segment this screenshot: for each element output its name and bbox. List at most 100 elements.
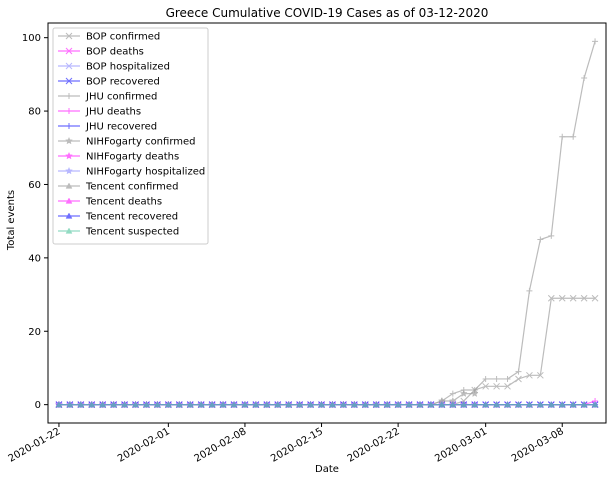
legend-marker xyxy=(65,32,73,40)
legend-label: NIHFogarty confirmed xyxy=(86,137,196,148)
legend-entry xyxy=(58,212,80,219)
data-point xyxy=(482,401,490,408)
legend-box xyxy=(52,27,209,245)
y-tick-label: 20 xyxy=(28,327,41,338)
data-point xyxy=(164,401,172,408)
legend-entry xyxy=(58,227,80,234)
data-point xyxy=(515,375,522,383)
data-point xyxy=(252,401,260,408)
data-point xyxy=(350,401,358,408)
data-point xyxy=(318,401,325,408)
data-point xyxy=(493,375,500,382)
data-point xyxy=(307,401,315,408)
data-point xyxy=(459,389,468,397)
data-point xyxy=(569,294,577,302)
data-point xyxy=(132,401,139,408)
data-point xyxy=(394,401,402,408)
y-tick-label: 0 xyxy=(35,400,41,411)
data-point xyxy=(449,401,457,408)
data-point xyxy=(77,401,85,408)
chart-title: Greece Cumulative COVID-19 Cases as of 0… xyxy=(166,6,489,20)
data-point xyxy=(197,401,205,408)
data-point xyxy=(558,401,566,408)
legend-marker xyxy=(65,212,73,219)
legend-marker xyxy=(65,136,73,145)
legend-entry xyxy=(58,32,80,40)
data-point xyxy=(274,401,282,408)
legend-marker xyxy=(65,151,73,160)
legend-label: NIHFogarty hospitalized xyxy=(86,167,205,178)
data-point xyxy=(470,389,479,397)
data-point xyxy=(471,401,479,408)
data-point xyxy=(460,401,468,408)
data-point xyxy=(592,38,599,45)
legend-marker xyxy=(65,227,73,234)
data-point xyxy=(438,401,446,408)
legend-label: JHU deaths xyxy=(85,107,141,118)
data-point xyxy=(110,401,118,408)
data-point xyxy=(329,401,336,408)
data-point xyxy=(121,401,129,408)
legend-marker xyxy=(65,182,73,189)
legend: BOP confirmed BOP deaths BOP hospitalized B… xyxy=(52,27,209,245)
legend-entry xyxy=(58,108,80,114)
legend-label: BOP hospitalized xyxy=(86,62,170,73)
legend-marker xyxy=(65,166,73,175)
data-point xyxy=(153,401,161,408)
legend-entry xyxy=(58,123,80,129)
legend-entry xyxy=(58,62,80,70)
legend-marker xyxy=(65,62,73,70)
data-point xyxy=(263,401,271,408)
legend-label: BOP confirmed xyxy=(86,32,160,43)
data-point xyxy=(405,401,413,408)
x-tick-label: 2020-03-08 xyxy=(510,426,566,465)
data-point xyxy=(372,401,380,408)
data-point xyxy=(536,371,544,379)
data-point xyxy=(504,382,511,390)
legend-marker xyxy=(66,123,72,129)
data-point xyxy=(548,232,555,239)
data-point xyxy=(339,401,347,408)
data-point xyxy=(558,294,566,302)
y-tick-label: 80 xyxy=(28,107,41,118)
x-tick-label: 2020-02-22 xyxy=(346,426,402,465)
data-point xyxy=(175,401,183,408)
legend-label: Tencent suspected xyxy=(85,227,179,238)
data-point xyxy=(88,401,96,408)
legend-label: BOP recovered xyxy=(86,77,160,88)
data-point xyxy=(569,401,577,408)
data-point xyxy=(515,401,522,408)
x-tick-label: 2020-02-01 xyxy=(116,426,172,465)
data-point xyxy=(570,133,577,140)
legend-marker xyxy=(65,197,73,204)
data-point xyxy=(241,401,249,408)
data-point xyxy=(296,401,304,408)
data-point xyxy=(559,133,566,140)
series-tencent-suspected xyxy=(55,401,599,408)
legend-label: Tencent deaths xyxy=(85,197,162,208)
series-bop-confirmed xyxy=(55,294,599,409)
data-point xyxy=(525,401,533,408)
data-point xyxy=(383,401,391,408)
data-point xyxy=(208,401,216,408)
y-tick-label: 60 xyxy=(28,180,41,191)
series-layer xyxy=(54,38,599,409)
legend-entry xyxy=(58,166,80,175)
data-point xyxy=(580,401,588,408)
data-point xyxy=(230,401,238,408)
x-tick-label: 2020-02-08 xyxy=(193,426,249,465)
y-axis-title: Total events xyxy=(6,190,17,251)
legend-marker xyxy=(65,77,73,85)
data-point xyxy=(482,375,489,382)
legend-label: Tencent confirmed xyxy=(85,182,178,193)
x-tick-label: 2020-03-01 xyxy=(433,426,489,465)
plot-area xyxy=(47,22,607,424)
x-axis-title: Date xyxy=(315,464,339,475)
legend-entry xyxy=(58,136,80,145)
data-point xyxy=(547,294,555,302)
data-point xyxy=(526,287,533,294)
data-point xyxy=(581,75,588,82)
legend-label: BOP deaths xyxy=(86,47,144,58)
data-point xyxy=(526,371,533,379)
data-point xyxy=(99,401,107,408)
